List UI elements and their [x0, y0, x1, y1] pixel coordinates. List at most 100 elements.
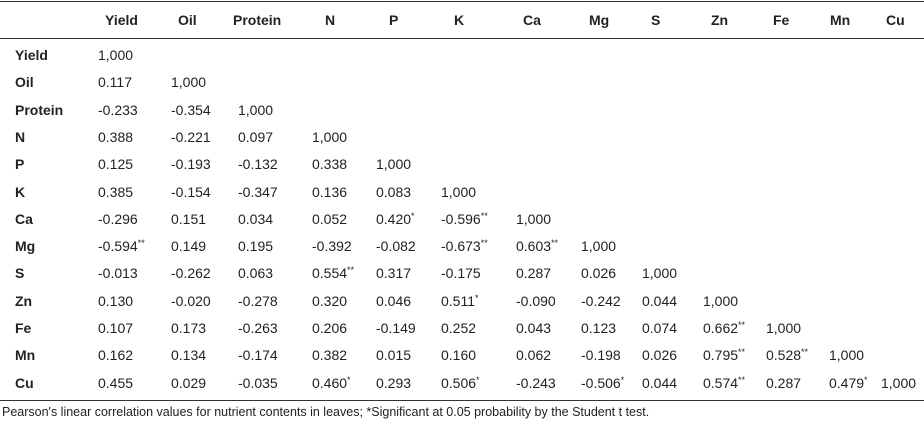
- correlation-value: -0.221: [171, 128, 211, 145]
- correlation-value: 0.026: [581, 265, 617, 282]
- correlation-value: -0.090: [516, 292, 556, 309]
- correlation-value: -0.082: [376, 238, 416, 255]
- correlation-value: 0.338: [312, 156, 348, 173]
- correlation-value: -0.596**: [441, 210, 488, 227]
- header-rule: [0, 38, 924, 39]
- correlation-value: 1,000: [642, 265, 678, 282]
- correlation-value: 1,000: [766, 320, 802, 336]
- correlation-value: 0.015: [376, 347, 412, 364]
- correlation-value: 0.479*: [829, 374, 868, 391]
- correlation-value: -0.262: [171, 265, 211, 282]
- row-label: N: [15, 128, 26, 145]
- row-label: Mg: [15, 238, 36, 255]
- row-label: Protein: [15, 101, 64, 118]
- correlation-value: 0.117: [98, 74, 132, 91]
- correlation-value: -0.020: [171, 292, 211, 309]
- correlation-value: 0.506*: [441, 374, 480, 391]
- correlation-value: 1,000: [312, 128, 348, 145]
- correlation-value: -0.392: [312, 238, 352, 255]
- correlation-value: 0.528**: [766, 347, 809, 364]
- correlation-value: 1,000: [98, 47, 134, 63]
- correlation-value: -0.243: [516, 374, 556, 391]
- correlation-value: -0.278: [238, 292, 278, 309]
- correlation-value: 0.123: [581, 320, 617, 336]
- column-header: N: [325, 12, 336, 28]
- correlation-value: 0.173: [171, 320, 207, 336]
- row-label: Zn: [15, 292, 33, 309]
- correlation-value: 0.026: [642, 347, 678, 364]
- correlation-value: 0.097: [238, 128, 274, 145]
- correlation-value: 1,000: [829, 347, 865, 364]
- row-label: Yield: [15, 47, 48, 63]
- column-header: K: [454, 12, 465, 28]
- correlation-value: 0.388: [98, 128, 134, 145]
- row-label: Oil: [15, 74, 34, 91]
- column-header: P: [389, 12, 399, 28]
- correlation-value: -0.263: [238, 320, 278, 336]
- correlation-value: 0.074: [642, 320, 678, 336]
- correlation-value: 0.320: [312, 292, 348, 309]
- correlation-value: 0.134: [171, 347, 207, 364]
- correlation-value: 0.063: [238, 265, 274, 282]
- column-header: Mn: [830, 12, 851, 28]
- correlation-value: 0.044: [642, 374, 678, 391]
- column-header: S: [651, 12, 661, 28]
- correlation-value: -0.149: [376, 320, 416, 336]
- correlation-value: 0.083: [376, 183, 412, 200]
- correlation-value: -0.013: [98, 265, 138, 282]
- correlation-value: -0.233: [98, 101, 138, 118]
- correlation-value: 1,000: [516, 210, 552, 227]
- correlation-value: 1,000: [703, 292, 739, 309]
- correlation-value: 0.554**: [312, 265, 355, 282]
- correlation-value: 1,000: [881, 374, 917, 391]
- row-label: Ca: [15, 210, 33, 227]
- correlation-value: 1,000: [376, 156, 412, 173]
- correlation-value: 0.385: [98, 183, 134, 200]
- correlation-value: -0.154: [171, 183, 211, 200]
- correlation-value: 0.287: [766, 374, 802, 391]
- column-header: Oil: [178, 12, 197, 28]
- table-top-rule: [0, 1, 924, 2]
- correlation-value: -0.296: [98, 210, 138, 227]
- correlation-value: 0.420*: [376, 210, 415, 227]
- correlation-value: -0.198: [581, 347, 621, 364]
- correlation-value: -0.354: [171, 101, 211, 118]
- column-header: Mg: [589, 12, 610, 28]
- correlation-value: 0.603**: [516, 238, 559, 255]
- correlation-value: 0.046: [376, 292, 412, 309]
- row-label: Cu: [15, 374, 34, 391]
- correlation-value: 0.455: [98, 374, 134, 391]
- correlation-value: 0.317: [376, 265, 412, 282]
- row-label: Fe: [15, 320, 32, 336]
- correlation-value: 0.130: [98, 292, 134, 309]
- correlation-value: 0.052: [312, 210, 348, 227]
- correlation-value: 1,000: [581, 238, 617, 255]
- correlation-value: -0.673**: [441, 238, 488, 255]
- table-bottom-rule: [0, 400, 924, 401]
- correlation-value: 0.136: [312, 183, 348, 200]
- correlation-value: 0.043: [516, 320, 552, 336]
- correlation-value: 0.287: [516, 265, 552, 282]
- correlation-value: 0.662**: [703, 320, 746, 336]
- correlation-value: 0.195: [238, 238, 274, 255]
- correlation-value: 1,000: [238, 101, 274, 118]
- correlation-value: 0.160: [441, 347, 477, 364]
- correlation-value: 0.574**: [703, 374, 746, 391]
- column-header: Protein: [233, 12, 282, 28]
- correlation-value: -0.175: [441, 265, 481, 282]
- correlation-value: 0.107: [98, 320, 134, 336]
- correlation-value: 1,000: [171, 74, 207, 91]
- row-label: K: [15, 183, 26, 200]
- correlation-value: -0.035: [238, 374, 278, 391]
- correlation-value: 0.062: [516, 347, 552, 364]
- correlation-value: 0.382: [312, 347, 348, 364]
- correlation-value: -0.174: [238, 347, 278, 364]
- correlation-value: 0.252: [441, 320, 477, 336]
- column-header: Fe: [773, 12, 790, 28]
- correlation-value: 0.206: [312, 320, 348, 336]
- correlation-value: -0.594**: [98, 238, 145, 255]
- correlation-value: 0.029: [171, 374, 207, 391]
- correlation-value: 0.125: [98, 156, 134, 173]
- correlation-value: 1,000: [441, 183, 477, 200]
